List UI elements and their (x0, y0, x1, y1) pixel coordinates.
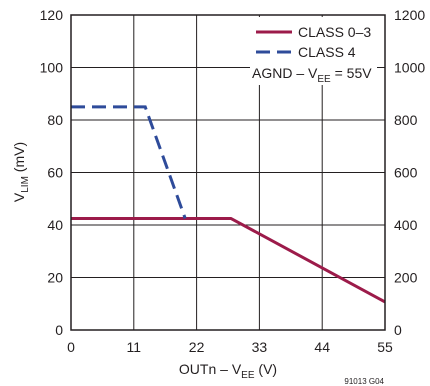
y-tick-label: 60 (47, 165, 63, 181)
y2-tick-label: 400 (394, 217, 418, 233)
x-tick-label: 44 (314, 339, 330, 355)
y-tick-label: 20 (47, 270, 63, 286)
y2-tick-label: 1200 (394, 7, 425, 23)
x-axis-label: OUTn – VEE (V) (179, 361, 277, 381)
legend-label-class-0-3: CLASS 0–3 (298, 24, 371, 40)
series-line-class-4 (71, 105, 187, 219)
y2-tick-label: 600 (394, 165, 418, 181)
plot-frame (70, 14, 386, 331)
y2-tick-label: 200 (394, 270, 418, 286)
x-tick-label: 11 (127, 339, 142, 355)
y-tick-label: 0 (55, 322, 63, 338)
figure-id: 91013 G04 (344, 377, 384, 386)
y2-tick-label: 800 (394, 112, 418, 128)
y-tick-label: 100 (40, 60, 64, 76)
y-tick-label: 120 (40, 7, 64, 23)
y-tick-labels: 0 20 40 60 80 100 120 (40, 7, 64, 338)
x-tick-label: 22 (189, 339, 205, 355)
y-tick-label: 80 (47, 112, 63, 128)
series-line-class-0-3 (71, 216, 386, 304)
legend-background (250, 17, 377, 85)
y2-tick-label: 0 (394, 322, 402, 338)
legend-label-class-4: CLASS 4 (298, 44, 356, 60)
y-tick-label: 40 (47, 217, 63, 233)
y2-tick-labels: 0 200 400 600 800 1000 1200 (394, 7, 425, 338)
y2-tick-label: 1000 (394, 60, 425, 76)
y-axis-label: VLIM (mV) (11, 142, 31, 202)
x-tick-label: 55 (377, 339, 393, 355)
x-tick-labels: 0 11 22 33 44 55 (67, 339, 393, 355)
x-tick-label: 0 (67, 339, 75, 355)
x-tick-label: 33 (252, 339, 268, 355)
annotation-agnd: AGND – VEE = 55V (252, 65, 372, 85)
